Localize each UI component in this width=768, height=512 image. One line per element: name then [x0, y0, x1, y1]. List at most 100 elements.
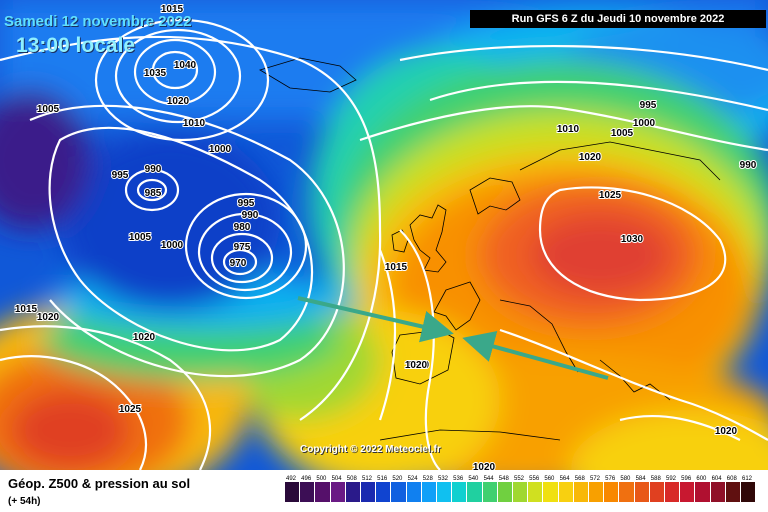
scale-label: 536	[453, 476, 464, 482]
scale-label: 500	[316, 476, 327, 482]
isobar-label: 1020	[473, 462, 496, 470]
isobar-label: 1020	[715, 426, 738, 437]
isobar-labels: 1015104010351020101010051000995990985100…	[14, 3, 758, 470]
flow-arrows	[297, 296, 609, 380]
isobar-label: 990	[740, 160, 757, 171]
scale-label: 496	[301, 476, 312, 482]
scale-label: 576	[605, 476, 616, 482]
scale-label: 512	[361, 476, 372, 482]
isobar-label: 1010	[183, 118, 206, 129]
scale-swatch	[421, 482, 436, 502]
scale-swatch	[391, 482, 406, 502]
isobar-label: 1020	[37, 312, 60, 323]
isobar-label: 995	[238, 198, 255, 209]
scale-swatch	[604, 482, 619, 502]
scale-swatch	[634, 482, 649, 502]
scale-label: 608	[726, 476, 737, 482]
lead-time: (+ 54h)	[8, 496, 41, 507]
isobar-label: 1030	[621, 234, 644, 245]
scale-label: 584	[635, 476, 646, 482]
scale-swatch	[406, 482, 421, 502]
scale-swatch	[285, 482, 300, 502]
isobar-label: 1020	[407, 360, 430, 371]
isobar-label: 1020	[579, 152, 602, 163]
isobar-label: 985	[145, 188, 162, 199]
isobar-lines	[0, 18, 768, 470]
scale-swatch	[376, 482, 391, 502]
scale-label: 560	[544, 476, 555, 482]
scale-swatch	[695, 482, 710, 502]
scale-swatch	[558, 482, 573, 502]
isobar-label: 975	[234, 242, 251, 253]
scale-label: 604	[711, 476, 722, 482]
scale-swatch	[361, 482, 376, 502]
z500-color-field	[0, 0, 768, 470]
scale-swatch	[467, 482, 482, 502]
scale-label: 548	[498, 476, 509, 482]
isobar-label: 1015	[385, 262, 408, 273]
scale-label: 596	[681, 476, 692, 482]
scale-swatch	[741, 482, 756, 502]
chart-title: Géop. Z500 & pression au sol	[8, 476, 191, 491]
scale-swatch	[543, 482, 558, 502]
scale-label: 600	[696, 476, 707, 482]
isobar-label: 1020	[405, 360, 428, 371]
legend-footer: Géop. Z500 & pression au sol (+ 54h) 492…	[0, 470, 768, 512]
isobar-label: 1005	[129, 232, 152, 243]
scale-swatch	[589, 482, 604, 502]
scale-label: 572	[589, 476, 600, 482]
scale-swatch	[452, 482, 467, 502]
scale-label: 516	[377, 476, 388, 482]
scale-label: 580	[620, 476, 631, 482]
isobar-label: 1005	[611, 128, 634, 139]
scale-swatch	[725, 482, 740, 502]
isobar-label: 1005	[37, 104, 60, 115]
scale-swatch	[710, 482, 725, 502]
forecast-date: Samedi 12 novembre 2022	[4, 13, 192, 30]
scale-swatch	[482, 482, 497, 502]
scale-label: 588	[650, 476, 661, 482]
isobar-label: 1000	[161, 240, 184, 251]
isobar-label: 1010	[557, 124, 580, 135]
scale-swatch	[513, 482, 528, 502]
isobar-label: 990	[242, 210, 259, 221]
scale-label: 592	[665, 476, 676, 482]
scale-swatch	[497, 482, 512, 502]
scale-swatch	[345, 482, 360, 502]
isobar-label: 1015	[161, 4, 184, 15]
scale-label: 612	[741, 476, 752, 482]
isobar-label: 990	[145, 164, 162, 175]
scale-label: 528	[422, 476, 433, 482]
geopotential-map: 1015104010351020101010051000995990985100…	[0, 0, 768, 470]
scale-label: 520	[392, 476, 403, 482]
isobar-label: 1015	[15, 304, 38, 315]
isobar-label: 970	[230, 258, 247, 269]
scale-label: 532	[437, 476, 448, 482]
scale-label: 568	[574, 476, 585, 482]
isobar-label: 995	[640, 100, 657, 111]
scale-swatch	[315, 482, 330, 502]
scale-label: 564	[559, 476, 570, 482]
isobar-label: 995	[112, 170, 129, 181]
scale-swatch	[300, 482, 315, 502]
isobar-label: 1025	[119, 404, 142, 415]
scale-label: 556	[529, 476, 540, 482]
isobar-label: 1025	[599, 190, 622, 201]
copyright-text: Copyright © 2022 Meteociel.fr	[300, 444, 441, 455]
scale-swatch	[649, 482, 664, 502]
isobar-label: 1035	[144, 68, 167, 79]
isobar-label: 1020	[133, 332, 156, 343]
scale-swatch	[528, 482, 543, 502]
scale-label: 504	[331, 476, 342, 482]
forecast-time: 13:00 locale	[16, 34, 136, 57]
scale-swatch	[680, 482, 695, 502]
scale-swatch	[330, 482, 345, 502]
color-scale: 492 496 500 504 508 512 516 520 524 528 532 536 540 5…	[284, 476, 764, 506]
scale-label: 492	[285, 476, 296, 482]
scale-label: 540	[468, 476, 479, 482]
isobar-label: 1000	[633, 118, 656, 129]
isobar-label: 1020	[167, 96, 190, 107]
scale-label: 524	[407, 476, 418, 482]
run-info-banner: Run GFS 6 Z du Jeudi 10 novembre 2022	[470, 10, 766, 28]
